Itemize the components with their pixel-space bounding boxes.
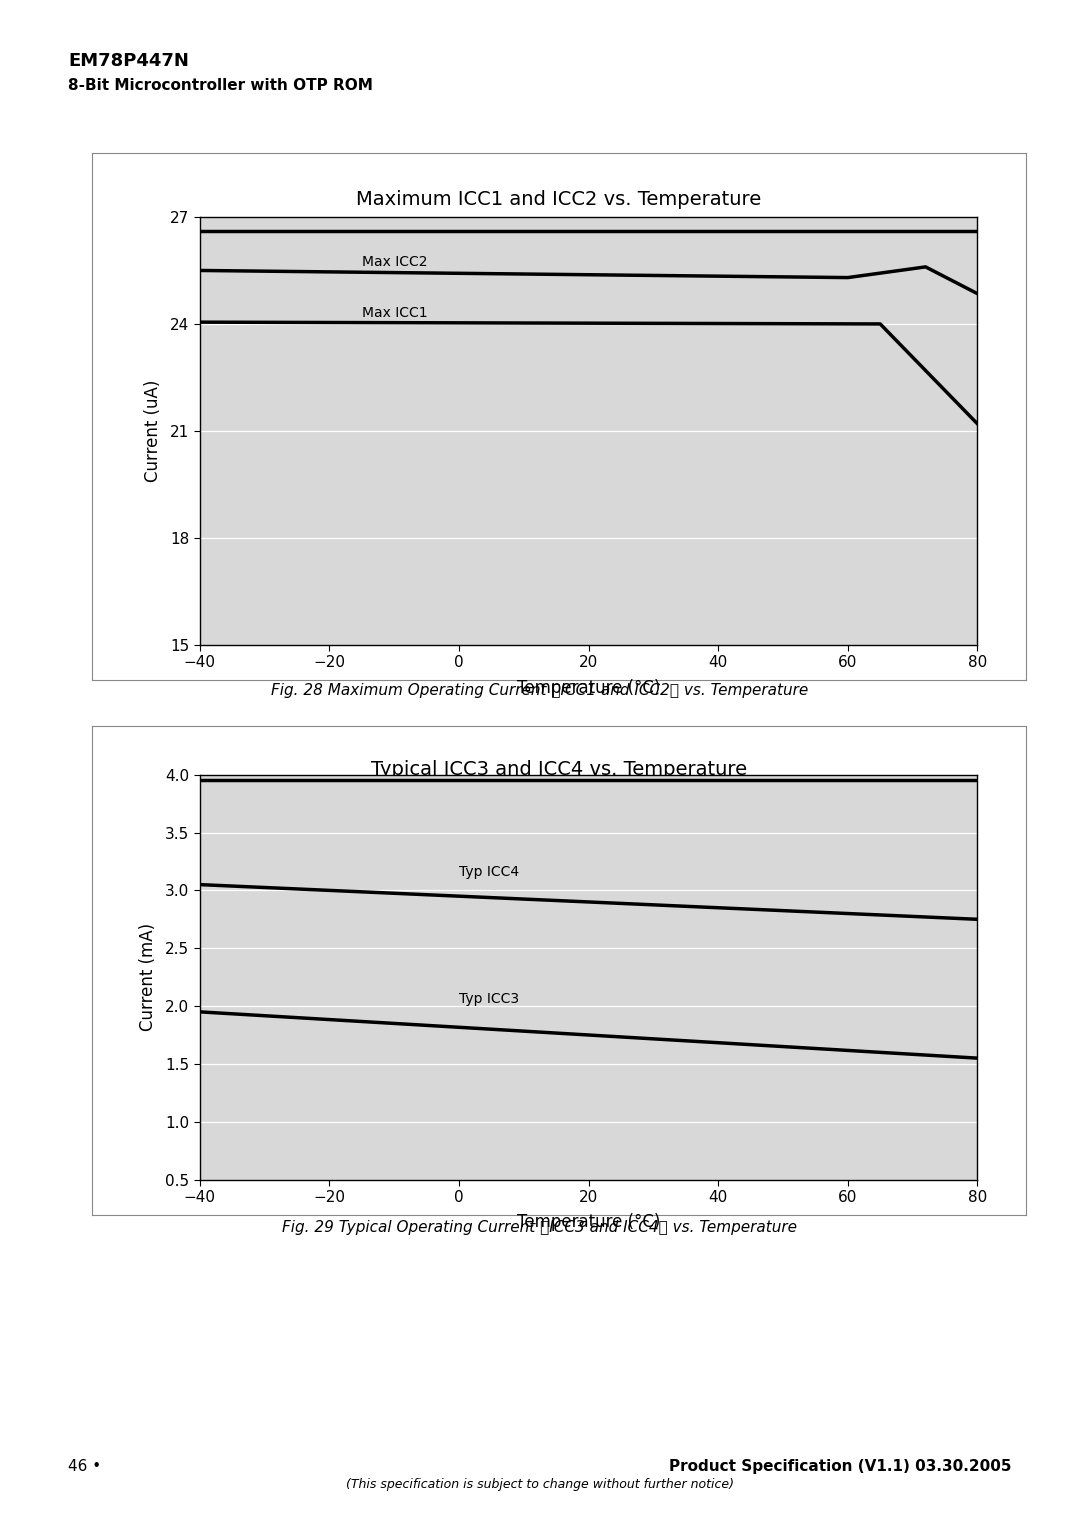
Text: 46 •: 46 • — [68, 1459, 102, 1475]
Text: Max ICC2: Max ICC2 — [362, 255, 428, 269]
X-axis label: Temperature (°C): Temperature (°C) — [517, 678, 660, 697]
Y-axis label: Current (mA): Current (mA) — [139, 923, 157, 1031]
Text: (This specification is subject to change without further notice): (This specification is subject to change… — [346, 1478, 734, 1491]
Y-axis label: Current (uA): Current (uA) — [144, 380, 162, 481]
Text: Max ICC1: Max ICC1 — [362, 307, 428, 321]
Text: Typ ICC3: Typ ICC3 — [459, 992, 519, 1005]
Text: É: É — [935, 46, 949, 66]
Text: LAN: LAN — [973, 52, 1011, 69]
Text: Maximum ICC1 and ICC2 vs. Temperature: Maximum ICC1 and ICC2 vs. Temperature — [356, 189, 761, 209]
Text: Fig. 29 Typical Operating Current （ICC3 and ICC4） vs. Temperature: Fig. 29 Typical Operating Current （ICC3 … — [283, 1219, 797, 1235]
Text: Typical ICC3 and ICC4 vs. Temperature: Typical ICC3 and ICC4 vs. Temperature — [370, 759, 747, 779]
Text: EM78P447N: EM78P447N — [68, 52, 189, 70]
Text: 8-Bit Microcontroller with OTP ROM: 8-Bit Microcontroller with OTP ROM — [68, 78, 373, 93]
Text: Product Specification (V1.1) 03.30.2005: Product Specification (V1.1) 03.30.2005 — [670, 1459, 1012, 1475]
Text: Fig. 28 Maximum Operating Current （ICC1 and ICC2） vs. Temperature: Fig. 28 Maximum Operating Current （ICC1 … — [271, 683, 809, 698]
X-axis label: Temperature (°C): Temperature (°C) — [517, 1213, 660, 1232]
Text: Typ ICC4: Typ ICC4 — [459, 865, 519, 879]
